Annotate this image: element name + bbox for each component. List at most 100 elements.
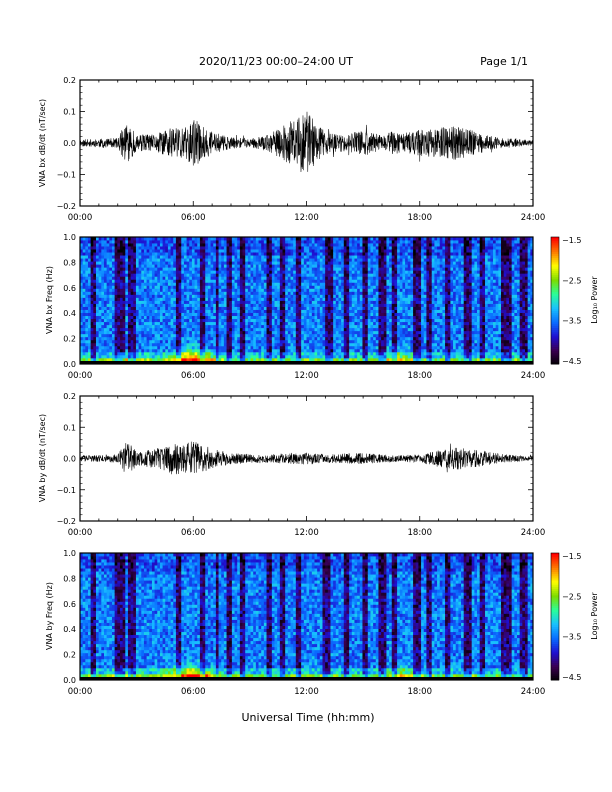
bx-spec-cell [151, 246, 156, 250]
bx-spec-cell [223, 321, 227, 326]
bx-spec-cell [130, 354, 134, 359]
bx-spec-cell [343, 318, 347, 323]
bx-spec-cell [317, 327, 321, 332]
bx-spec-cell [317, 255, 321, 259]
bx-spec-cell [381, 321, 385, 326]
bx-spec-cell [122, 318, 126, 323]
bx-spec-cell [223, 273, 227, 277]
bx-spec-cell [125, 333, 129, 338]
bx-spec-cell [261, 264, 265, 268]
bx-spec-cell [130, 312, 134, 317]
bx-spec-cell [215, 264, 219, 268]
bx-spec-cell [354, 297, 358, 301]
bx-spec-cell [149, 285, 153, 289]
bx-spec-cell [189, 351, 193, 356]
bx-spec-cell [303, 279, 307, 283]
bx-spec-cell [298, 333, 302, 338]
bx-spec-cell [82, 315, 86, 320]
bx-spec-cell [181, 306, 185, 310]
bx-spec-cell [159, 294, 163, 298]
bx-spec-cell [141, 300, 145, 304]
bx-spec-cell [98, 261, 102, 265]
bx-spec-cell [258, 336, 262, 341]
bx-spec-cell [165, 357, 169, 362]
bx-spec-cell [101, 255, 105, 259]
bx-spec-cell [93, 237, 97, 241]
bx-spec-cell [330, 306, 334, 310]
bx-spec-cell [170, 324, 174, 329]
bx-spec-cell [186, 306, 190, 310]
bx-spec-cell [247, 309, 251, 313]
bx-spec-cell [343, 240, 347, 244]
bx-spec-cell [277, 333, 281, 338]
bx-spec-cell [298, 303, 302, 307]
bx-spec-cell [239, 255, 243, 259]
bx-spec-cell [221, 240, 225, 244]
bx-spec-cell [330, 357, 334, 362]
bx-spec-cell [80, 354, 84, 359]
bx-spec-cell [258, 303, 262, 307]
bx-spec-cell [199, 297, 203, 301]
bx-spec-cell [111, 288, 116, 292]
bx-spec-cell [317, 264, 321, 268]
bx-spec-cell [197, 249, 201, 253]
bx-spec-cell [271, 306, 275, 310]
bx-spec-cell [226, 354, 230, 359]
bx-spec-cell [269, 237, 273, 241]
bx-spec-cell [191, 261, 195, 265]
bx-spec-cell [226, 246, 230, 250]
bx-spec-cell [341, 315, 345, 320]
bx-spec-cell [157, 339, 161, 344]
bx-spec-cell [314, 267, 318, 271]
bx-spec-cell [226, 237, 230, 241]
bx-spec-cell [370, 336, 374, 341]
bx-spec-cell [290, 315, 294, 320]
bx-spec-cell [277, 270, 281, 274]
bx-spec-cell [373, 270, 377, 274]
bx-spec-cell [159, 261, 163, 265]
bx-spec-cell [306, 357, 310, 362]
bx-spec-cell [298, 255, 302, 259]
bx-spec-cell [250, 243, 254, 247]
bx-spec-cell [258, 306, 262, 310]
bx-spec-cell [349, 327, 353, 332]
bx-spec-cell [191, 306, 195, 310]
bx-spec-cell [237, 309, 241, 313]
bx-spec-cell [338, 294, 342, 298]
bx-spec-cell [242, 270, 246, 274]
bx-spec-cell [359, 342, 363, 347]
bx-spec-cell [314, 336, 318, 341]
bx-spec-cell [154, 246, 158, 250]
bx-spec-cell [218, 285, 222, 289]
bx-spec-cell [306, 327, 310, 332]
bx-spec-cell [298, 252, 302, 256]
bx-spec-cell [127, 249, 132, 253]
bx-spec-cell [263, 327, 267, 332]
bx-spec-cell [338, 249, 342, 253]
bx-spec-cell [175, 300, 179, 304]
bx-spec-cell [277, 258, 281, 262]
bx-spec-cell [378, 357, 382, 362]
bx-spec-cell [119, 312, 124, 317]
bx-spec-cell [109, 249, 113, 253]
bx-spec-cell [298, 324, 302, 329]
bx-spec-cell [330, 279, 334, 283]
bx-spec-cell [285, 357, 289, 362]
bx-spec-cell [130, 282, 134, 286]
bx-spec-cell [255, 309, 259, 313]
bx-spec-cell [138, 294, 142, 298]
bx-spec-cell [114, 339, 118, 344]
bx-spec-cell [266, 297, 270, 301]
bx-spec-cell [90, 279, 94, 283]
bx-spec-cell [317, 240, 321, 244]
bx-spec-cell [263, 270, 267, 274]
bx-spec-cell [178, 297, 182, 301]
bx-spec-cell [165, 300, 169, 304]
bx-spec-cell [285, 291, 289, 295]
bx-spec-cell [159, 336, 163, 341]
bx-spec-cell [98, 309, 102, 313]
bx-spec-cell [205, 312, 209, 317]
bx-spec-cell [322, 237, 326, 241]
bx-spec-cell [367, 246, 371, 250]
bx-spec-cell [111, 291, 116, 295]
